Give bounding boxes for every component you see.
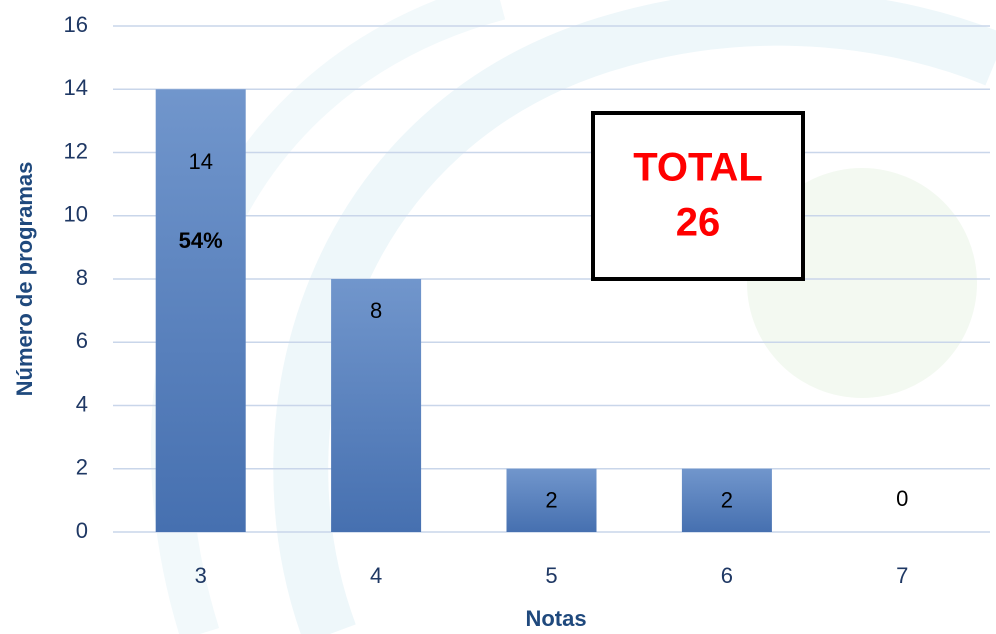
bar (681, 468, 772, 532)
y-tick-label: 2 (76, 455, 88, 480)
x-tick-label: 5 (545, 563, 557, 588)
data-label: 14 (188, 149, 212, 174)
data-label: 2 (545, 488, 557, 513)
y-tick-label: 4 (76, 391, 88, 416)
total-value: 26 (676, 201, 721, 245)
bar (331, 279, 422, 532)
x-tick-label: 4 (370, 563, 382, 588)
data-annotation: 54% (179, 228, 223, 253)
total-box (591, 111, 805, 281)
background-decoration (150, 0, 996, 634)
x-tick-label: 7 (896, 563, 908, 588)
total-label: TOTAL (633, 146, 763, 190)
y-axis-title: Número de programas (12, 162, 37, 397)
bar (155, 89, 246, 532)
x-tick-label: 6 (721, 563, 733, 588)
bars (155, 89, 772, 532)
y-tick-label: 0 (76, 518, 88, 543)
data-label: 0 (896, 486, 908, 511)
x-axis-title: Notas (525, 606, 586, 631)
bar (506, 468, 597, 532)
y-tick-label: 16 (64, 12, 88, 37)
x-tick-label: 3 (195, 563, 207, 588)
data-label: 2 (721, 488, 733, 513)
y-tick-label: 6 (76, 328, 88, 353)
y-tick-label: 8 (76, 265, 88, 290)
y-tick-label: 12 (64, 138, 88, 163)
data-label: 8 (370, 298, 382, 323)
y-tick-label: 14 (64, 75, 88, 100)
y-tick-label: 10 (64, 202, 88, 227)
